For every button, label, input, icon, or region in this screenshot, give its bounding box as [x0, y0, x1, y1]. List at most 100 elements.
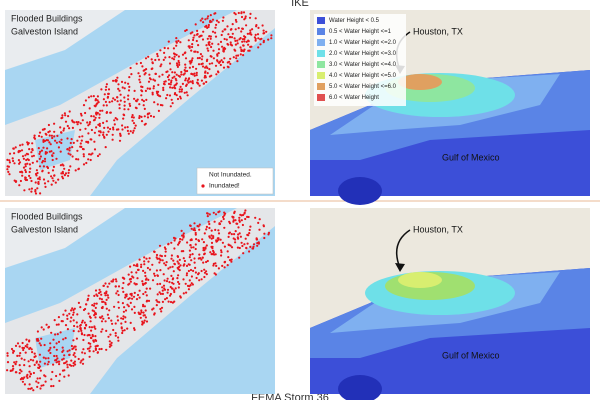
building-dot — [98, 116, 101, 119]
building-dot — [154, 58, 157, 62]
building-dot — [250, 33, 253, 36]
building-dot — [164, 56, 167, 59]
building-dot — [52, 179, 55, 182]
building-dot — [153, 101, 156, 104]
building-dot — [196, 29, 199, 32]
building-dot — [207, 43, 210, 46]
building-dot — [232, 56, 235, 59]
building-dot — [67, 374, 70, 377]
building-dot — [240, 219, 243, 222]
building-dot — [87, 96, 90, 99]
building-dot — [177, 59, 180, 63]
building-dot — [33, 352, 36, 355]
building-dot — [112, 126, 115, 129]
building-dot — [146, 116, 150, 119]
building-dot — [110, 319, 113, 322]
building-dot — [68, 349, 71, 352]
building-dot — [95, 302, 98, 305]
building-dot — [142, 269, 145, 272]
building-dot — [20, 149, 24, 152]
building-dot — [6, 168, 9, 171]
building-dot — [167, 267, 170, 270]
building-dot — [224, 28, 227, 31]
building-dot — [75, 337, 78, 340]
building-dot — [23, 358, 26, 361]
building-dot — [135, 271, 138, 274]
building-dot — [55, 361, 58, 364]
building-dot — [71, 307, 74, 310]
building-dot — [75, 321, 78, 324]
building-dot — [40, 135, 43, 138]
building-dot — [61, 175, 64, 178]
building-dot — [213, 220, 216, 223]
building-dot — [55, 141, 59, 144]
building-dot — [213, 12, 216, 15]
building-dot — [208, 68, 211, 71]
building-dot — [147, 80, 151, 83]
building-dot — [105, 329, 108, 332]
building-dot — [221, 19, 224, 22]
building-dot — [161, 292, 164, 295]
building-dot — [129, 321, 132, 324]
building-dot — [198, 84, 201, 87]
building-dot — [32, 154, 35, 157]
building-dot — [186, 94, 189, 97]
surge-core — [398, 74, 442, 90]
building-dot — [81, 319, 84, 322]
building-dot — [51, 158, 54, 162]
building-dot — [186, 241, 189, 244]
building-dot — [232, 237, 235, 240]
building-dot — [220, 220, 223, 223]
building-dot — [205, 44, 208, 47]
building-dot — [237, 54, 240, 57]
building-dot — [24, 154, 27, 157]
building-dot — [256, 244, 259, 247]
building-dot — [124, 320, 127, 323]
building-dot — [166, 277, 169, 280]
building-dot — [94, 316, 97, 319]
building-dot — [105, 104, 108, 107]
building-dot — [228, 36, 231, 39]
building-dot — [11, 157, 14, 160]
building-dot — [57, 178, 60, 181]
building-dot — [140, 311, 143, 314]
building-dot — [72, 329, 75, 333]
building-dot — [31, 142, 34, 145]
building-dot — [132, 122, 136, 125]
building-dot — [149, 114, 153, 118]
building-dot — [117, 301, 120, 304]
building-dot — [231, 23, 234, 26]
building-dot — [156, 90, 159, 94]
building-dot — [34, 355, 37, 358]
building-dot — [75, 158, 78, 161]
building-dot — [221, 264, 224, 267]
building-dot — [210, 241, 214, 244]
building-dot — [67, 152, 70, 155]
building-dot — [106, 313, 109, 316]
building-dot — [227, 256, 230, 259]
building-dot — [143, 256, 146, 259]
building-dot — [86, 347, 89, 350]
building-dot — [173, 55, 176, 58]
building-dot — [136, 268, 140, 271]
building-dot — [116, 96, 119, 99]
building-dot — [188, 279, 191, 282]
building-dot — [143, 305, 146, 308]
building-dot — [241, 27, 244, 30]
building-dot — [104, 303, 107, 306]
building-dot — [52, 338, 55, 341]
building-dot — [191, 80, 194, 83]
building-dot — [171, 102, 174, 105]
building-dot — [211, 42, 214, 45]
building-dot — [190, 246, 193, 249]
building-dot — [7, 170, 10, 173]
building-dot — [121, 287, 124, 290]
building-dot — [148, 268, 152, 271]
building-dot — [184, 77, 187, 80]
building-dot — [185, 272, 189, 275]
building-dot — [46, 166, 50, 170]
building-dot — [61, 116, 64, 119]
building-dot — [189, 244, 192, 247]
building-dot — [178, 240, 181, 243]
building-dot — [208, 41, 211, 44]
